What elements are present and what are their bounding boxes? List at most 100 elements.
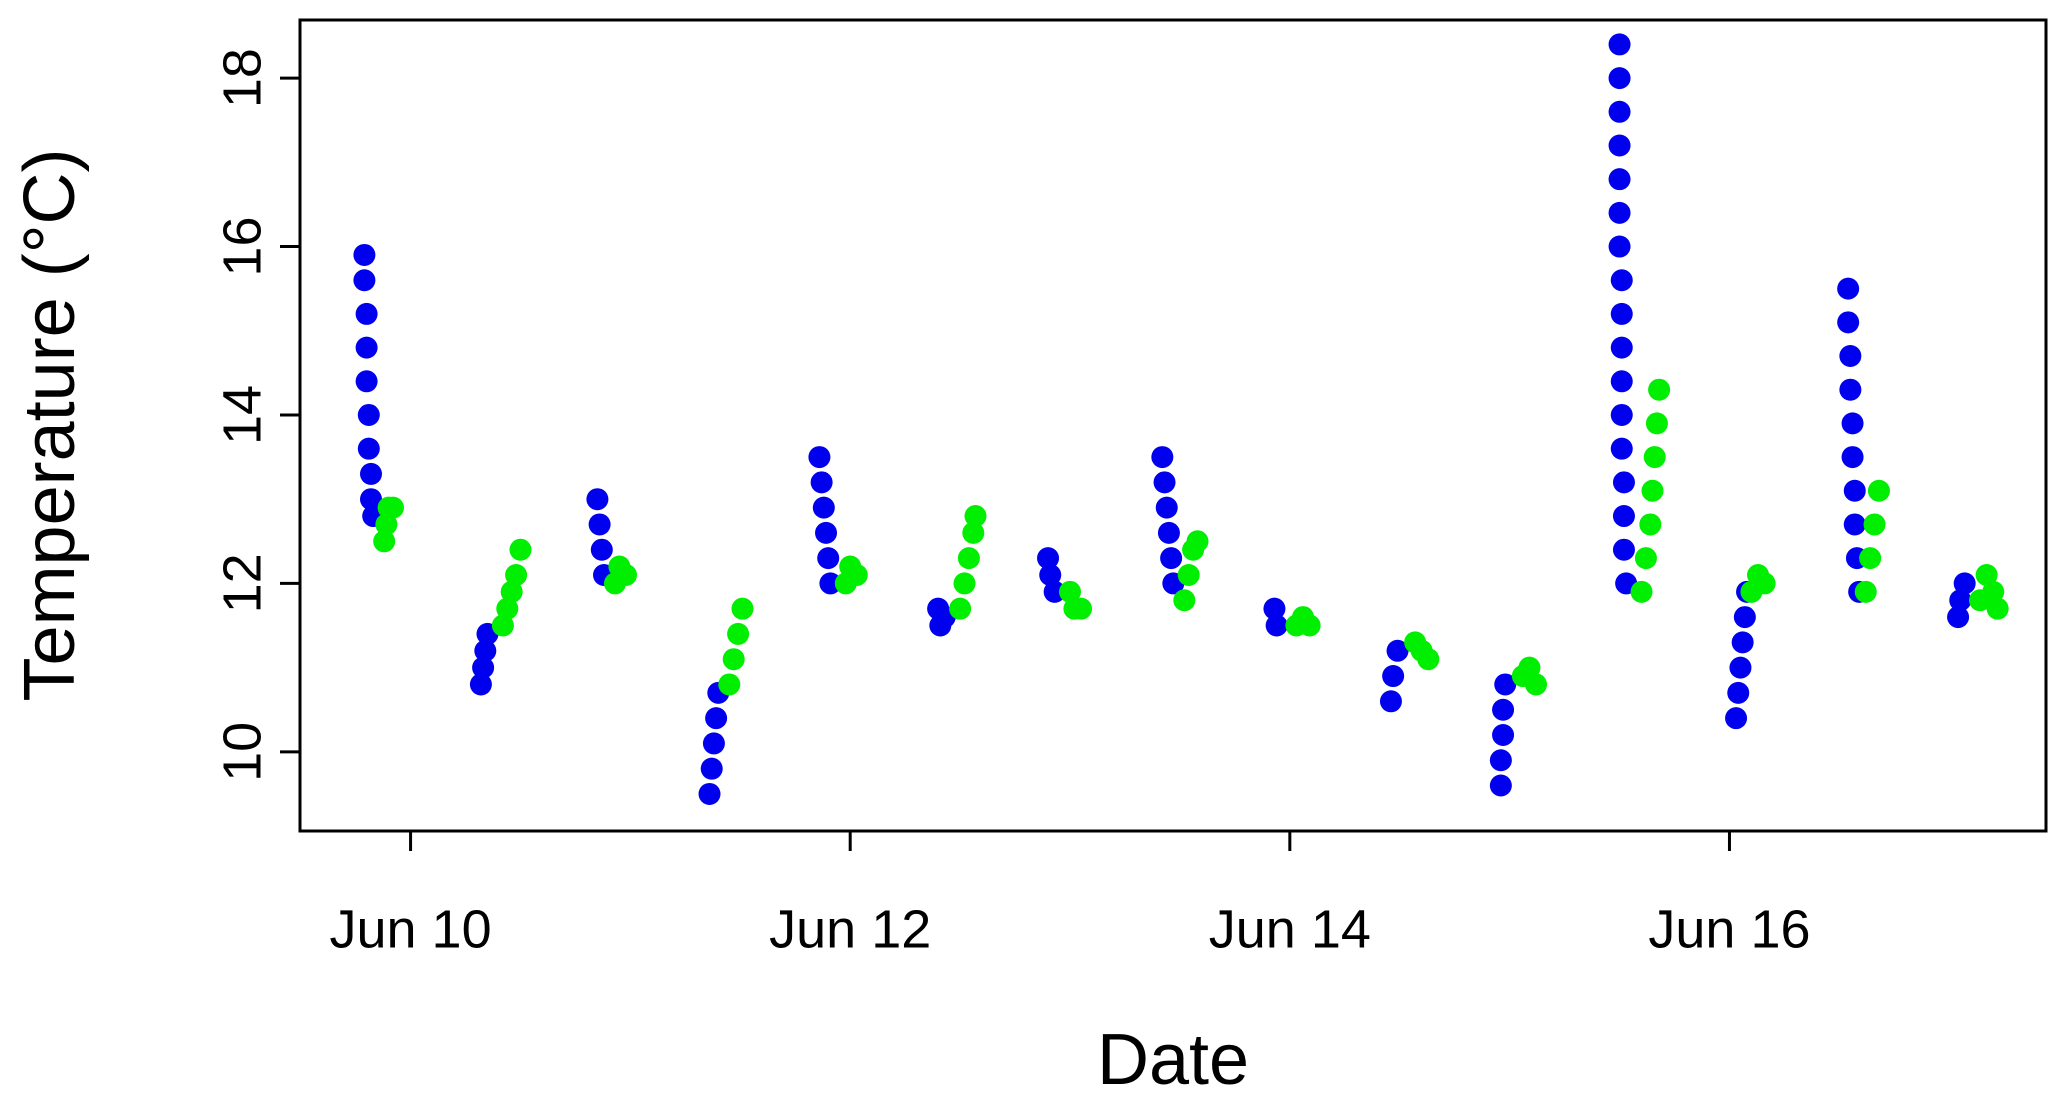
- point: [1608, 201, 1631, 224]
- point: [1070, 597, 1093, 620]
- point: [1059, 580, 1082, 603]
- point: [1494, 673, 1517, 696]
- point: [472, 656, 495, 679]
- point: [1731, 631, 1754, 654]
- point: [1263, 597, 1286, 620]
- point: [509, 538, 532, 561]
- x-tick-label: Jun 16: [1648, 899, 1810, 959]
- point: [1298, 614, 1321, 637]
- point: [375, 513, 398, 536]
- point: [957, 547, 980, 570]
- y-tick-label: 16: [212, 217, 272, 277]
- point: [1610, 437, 1633, 460]
- point: [1157, 521, 1180, 544]
- point: [1186, 530, 1209, 553]
- point: [1630, 580, 1653, 603]
- point: [727, 622, 750, 645]
- x-tick-label: Jun 14: [1209, 899, 1371, 959]
- point: [491, 614, 514, 637]
- point: [505, 563, 528, 586]
- point: [1843, 513, 1866, 536]
- point: [1610, 370, 1633, 393]
- point: [360, 462, 383, 485]
- point: [1177, 563, 1200, 586]
- point: [1382, 665, 1405, 688]
- point: [1265, 614, 1288, 637]
- x-tick-label: Jun 12: [769, 899, 931, 959]
- point: [1859, 547, 1882, 570]
- point: [1643, 446, 1666, 469]
- point: [1837, 311, 1860, 334]
- point: [964, 505, 987, 528]
- point: [1417, 648, 1440, 671]
- point: [1612, 471, 1635, 494]
- plot-frame: [298, 18, 2048, 833]
- point: [355, 302, 378, 325]
- point: [817, 547, 840, 570]
- point: [1610, 403, 1633, 426]
- point: [1982, 580, 2005, 603]
- point: [1037, 547, 1060, 570]
- x-tick-label: Jun 10: [329, 899, 491, 959]
- point: [1608, 235, 1631, 258]
- y-tick-label: 18: [212, 48, 272, 108]
- point: [1839, 378, 1862, 401]
- point: [1729, 656, 1752, 679]
- point: [1155, 496, 1178, 519]
- point: [1489, 774, 1512, 797]
- point: [1379, 690, 1402, 713]
- point: [1160, 547, 1183, 570]
- point: [1043, 580, 1066, 603]
- point: [381, 496, 404, 519]
- point: [718, 673, 741, 696]
- point: [953, 572, 976, 595]
- point: [355, 370, 378, 393]
- point: [373, 530, 396, 553]
- point: [1608, 168, 1631, 191]
- point: [1608, 67, 1631, 90]
- point: [1492, 723, 1515, 746]
- point: [808, 446, 831, 469]
- point: [1608, 33, 1631, 56]
- point: [1173, 589, 1196, 612]
- point: [1947, 606, 1970, 629]
- point: [722, 648, 745, 671]
- point: [1986, 597, 2009, 620]
- point: [1153, 471, 1176, 494]
- point: [819, 572, 842, 595]
- point: [702, 732, 725, 755]
- point: [1837, 277, 1860, 300]
- point: [705, 707, 728, 730]
- point: [357, 403, 380, 426]
- point: [731, 597, 754, 620]
- point: [1841, 446, 1864, 469]
- point: [500, 580, 523, 603]
- point: [1953, 572, 1976, 595]
- point: [1612, 505, 1635, 528]
- point: [1641, 479, 1664, 502]
- point: [1843, 479, 1866, 502]
- point: [1518, 656, 1541, 679]
- point: [1492, 698, 1515, 721]
- point: [1753, 572, 1776, 595]
- y-tick-label: 10: [212, 722, 272, 782]
- point: [353, 269, 376, 292]
- point: [949, 597, 972, 620]
- point: [1612, 538, 1635, 561]
- point: [1648, 378, 1671, 401]
- point: [1608, 134, 1631, 157]
- point: [1733, 606, 1756, 629]
- point: [1975, 563, 1998, 586]
- point: [1489, 749, 1512, 772]
- point: [1727, 681, 1750, 704]
- point: [962, 521, 985, 544]
- point: [810, 471, 833, 494]
- point: [355, 336, 378, 359]
- point: [1949, 589, 1972, 612]
- point: [1610, 269, 1633, 292]
- point: [353, 243, 376, 266]
- point: [1386, 639, 1409, 662]
- point: [1610, 302, 1633, 325]
- point: [469, 673, 492, 696]
